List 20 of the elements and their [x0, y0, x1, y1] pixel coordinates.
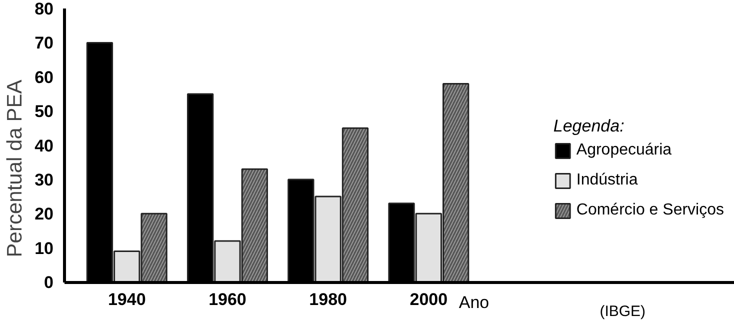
y-tick-label: 30 — [34, 170, 54, 190]
y-tick-label: 60 — [34, 68, 54, 87]
y-tick-label: 70 — [34, 34, 54, 53]
y-tick-label: 40 — [34, 136, 54, 156]
legend-label: Agropecuária — [576, 142, 672, 160]
x-tick-label: 1940 — [108, 290, 146, 310]
y-tick-label: 50 — [34, 102, 54, 122]
x-tick-label: 2000 — [410, 290, 448, 310]
x-tick-label: 1980 — [309, 290, 347, 310]
legend-label: Comércio e Serviços — [576, 202, 724, 220]
y-axis-title: Percentual da PEA — [4, 80, 27, 258]
y-tick-label: 10 — [34, 238, 54, 258]
legend-label: Indústria — [576, 172, 638, 190]
text: (IBGE) — [600, 303, 646, 320]
y-tick-label: 80 — [34, 0, 54, 18]
y-tick-label: 0 — [44, 273, 54, 292]
x-axis-title: Ano — [458, 293, 490, 312]
y-tick-label: 20 — [34, 204, 54, 224]
x-tick-label: 1960 — [208, 290, 246, 310]
legend-title: Legenda: — [553, 116, 626, 136]
